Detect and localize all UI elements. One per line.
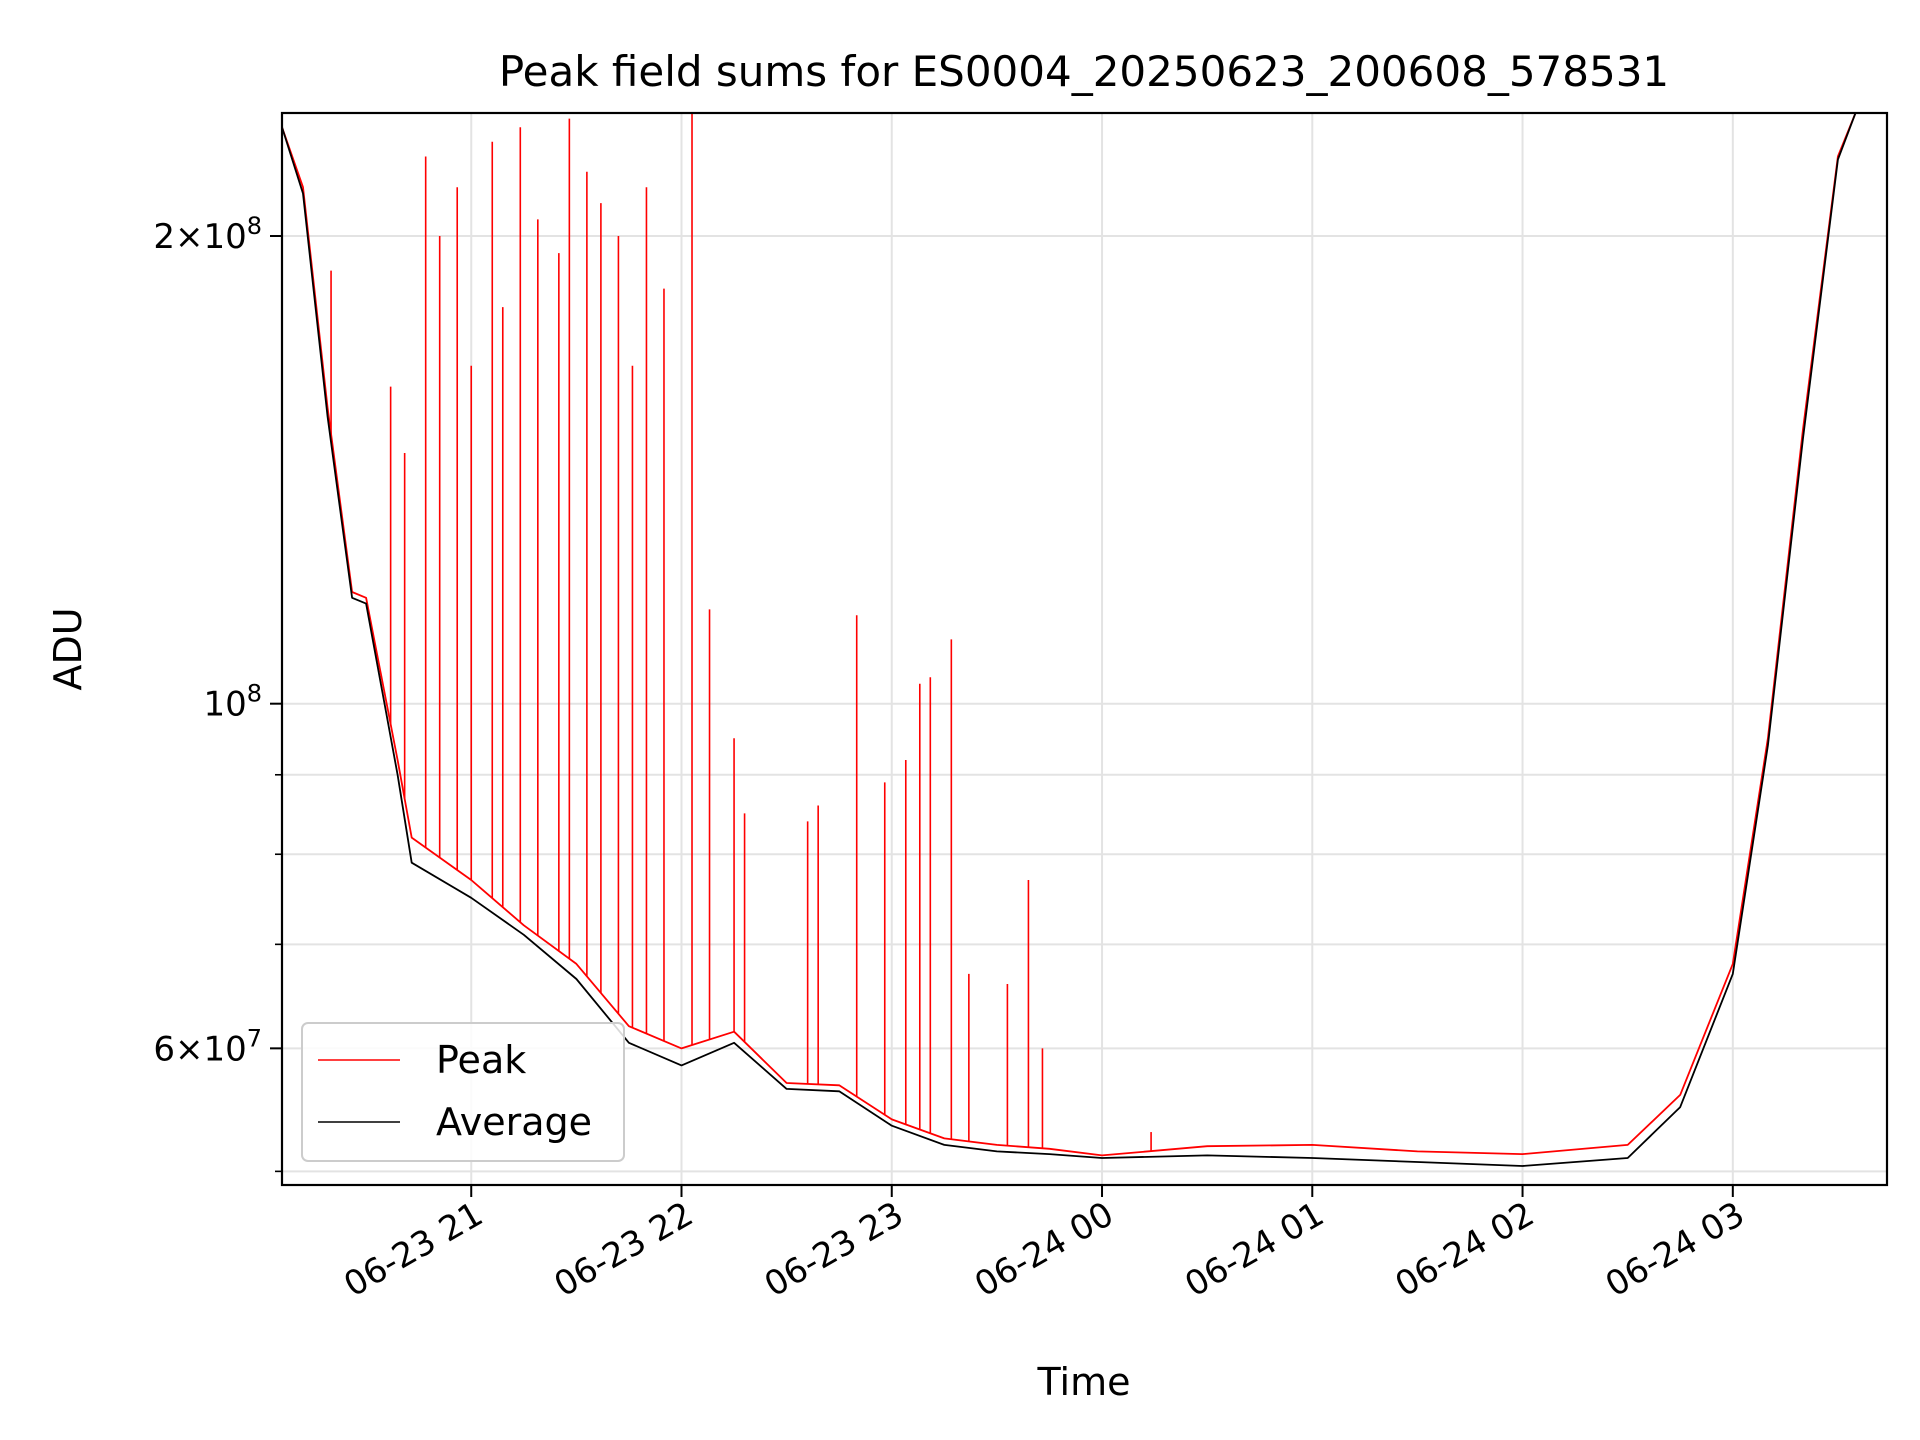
y-axis-label: ADU (46, 607, 90, 690)
series-line-average (282, 113, 1887, 1167)
y-tick-label: 6×107 (153, 1024, 262, 1069)
x-axis-label: Time (1037, 1360, 1131, 1404)
legend-label-average: Average (436, 1100, 592, 1144)
series-line-peak (282, 113, 1887, 1157)
series-layer (282, 113, 1887, 1167)
plot-frame (280, 111, 1889, 1187)
legend-box (301, 1022, 625, 1162)
y-tick-label: 2×108 (153, 212, 262, 257)
legend-label-peak: Peak (436, 1038, 526, 1082)
legend: Peak Average (301, 1022, 625, 1162)
y-tick-label: 108 (203, 680, 262, 725)
grid (282, 113, 1887, 1185)
chart-title: Peak field sums for ES0004_20250623_2006… (499, 47, 1669, 96)
